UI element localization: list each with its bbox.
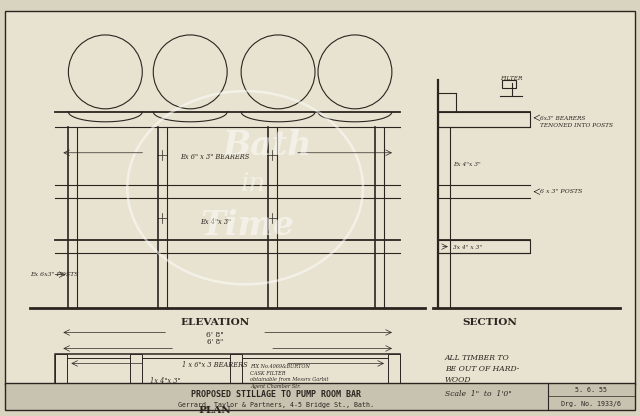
Text: SECTION: SECTION (462, 318, 517, 327)
Bar (56, 354, 67, 399)
Text: Time: Time (200, 209, 294, 242)
Text: Ex 6x3" POSTS: Ex 6x3" POSTS (31, 272, 79, 277)
Text: PLAN: PLAN (199, 406, 232, 415)
Text: FILTER: FILTER (500, 77, 523, 82)
Text: 6' 8": 6' 8" (207, 339, 223, 347)
Text: ELEVATION: ELEVATION (180, 318, 250, 327)
Bar (230, 354, 242, 399)
Bar (388, 354, 400, 399)
Text: 6x3" BEARERS
TENONED INTO POSTS: 6x3" BEARERS TENONED INTO POSTS (540, 116, 612, 128)
Text: Ex 6" x 3" BEARERS: Ex 6" x 3" BEARERS (180, 153, 250, 161)
Text: Ex 4"x 3": Ex 4"x 3" (452, 162, 481, 167)
Bar (67, 359, 389, 395)
Text: Ex 4"x 3": Ex 4"x 3" (200, 218, 231, 225)
Text: 1x 4"x 3": 1x 4"x 3" (150, 377, 180, 385)
Bar (6, 384, 634, 410)
Bar (56, 354, 400, 399)
Text: 6' 8": 6' 8" (206, 332, 224, 339)
Text: Drg. No. 1933/6: Drg. No. 1933/6 (561, 401, 621, 407)
Text: 6 x 3" POSTS: 6 x 3" POSTS (540, 189, 582, 194)
Bar (438, 112, 530, 127)
Text: Bath: Bath (222, 129, 312, 162)
Text: ALL TIMBER TO
BE OUT OF HARD-
WOOD: ALL TIMBER TO BE OUT OF HARD- WOOD (445, 354, 519, 384)
Text: 1 x 6"x 3 BEARERS: 1 x 6"x 3 BEARERS (182, 362, 248, 369)
Text: PROPOSED STILLAGE TO PUMP ROOM BAR: PROPOSED STILLAGE TO PUMP ROOM BAR (191, 390, 361, 399)
Bar (438, 240, 530, 253)
Text: in: in (241, 171, 266, 196)
Text: Gerrard, Taylor & Partners, 4-5 Bridge St., Bath.: Gerrard, Taylor & Partners, 4-5 Bridge S… (178, 402, 374, 409)
Text: 5. 6. 55: 5. 6. 55 (575, 387, 607, 394)
Bar (131, 354, 142, 399)
Bar (502, 80, 516, 88)
Text: Scale  1"  to  1'0": Scale 1" to 1'0" (445, 390, 511, 399)
Text: FIX No.4069&BURTON
CASK FILTER
obtainable from Messrs Garbit
Agent Chamber Str.: FIX No.4069&BURTON CASK FILTER obtainabl… (250, 364, 328, 389)
Text: 3x 4" x 3": 3x 4" x 3" (452, 245, 482, 250)
